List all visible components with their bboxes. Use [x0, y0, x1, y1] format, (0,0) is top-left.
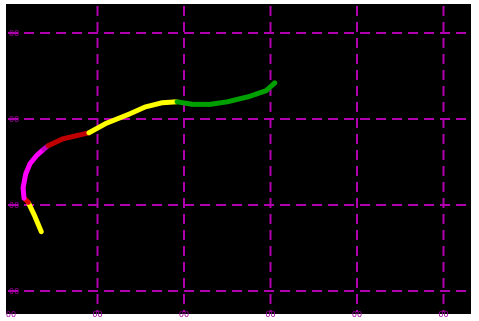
y-axis-ticks: 00 00 00 00: [9, 29, 19, 296]
series-lines: [20, 80, 278, 235]
plot-area: [6, 4, 471, 314]
series-line-segment: [25, 199, 44, 235]
y-tick-label: 00: [9, 201, 19, 210]
series-line-segment: [86, 99, 180, 136]
y-tick-label: 00: [9, 287, 19, 296]
x-tick-label: 00: [6, 310, 16, 319]
x-tick-label: 00: [265, 310, 275, 319]
gridlines: [8, 6, 470, 312]
y-tick-label: 00: [9, 115, 19, 124]
x-tick-label: 00: [438, 310, 448, 319]
x-tick-label: 00: [92, 310, 102, 319]
series-line-segment: [20, 146, 47, 201]
series-line-segment: [45, 130, 92, 149]
y-tick-label: 00: [9, 29, 19, 38]
x-tick-label: 00: [352, 310, 362, 319]
series-line-segment: [174, 80, 278, 107]
x-tick-label: 00: [179, 310, 189, 319]
x-axis-ticks: 00 00 00 00 00 00: [6, 310, 449, 319]
